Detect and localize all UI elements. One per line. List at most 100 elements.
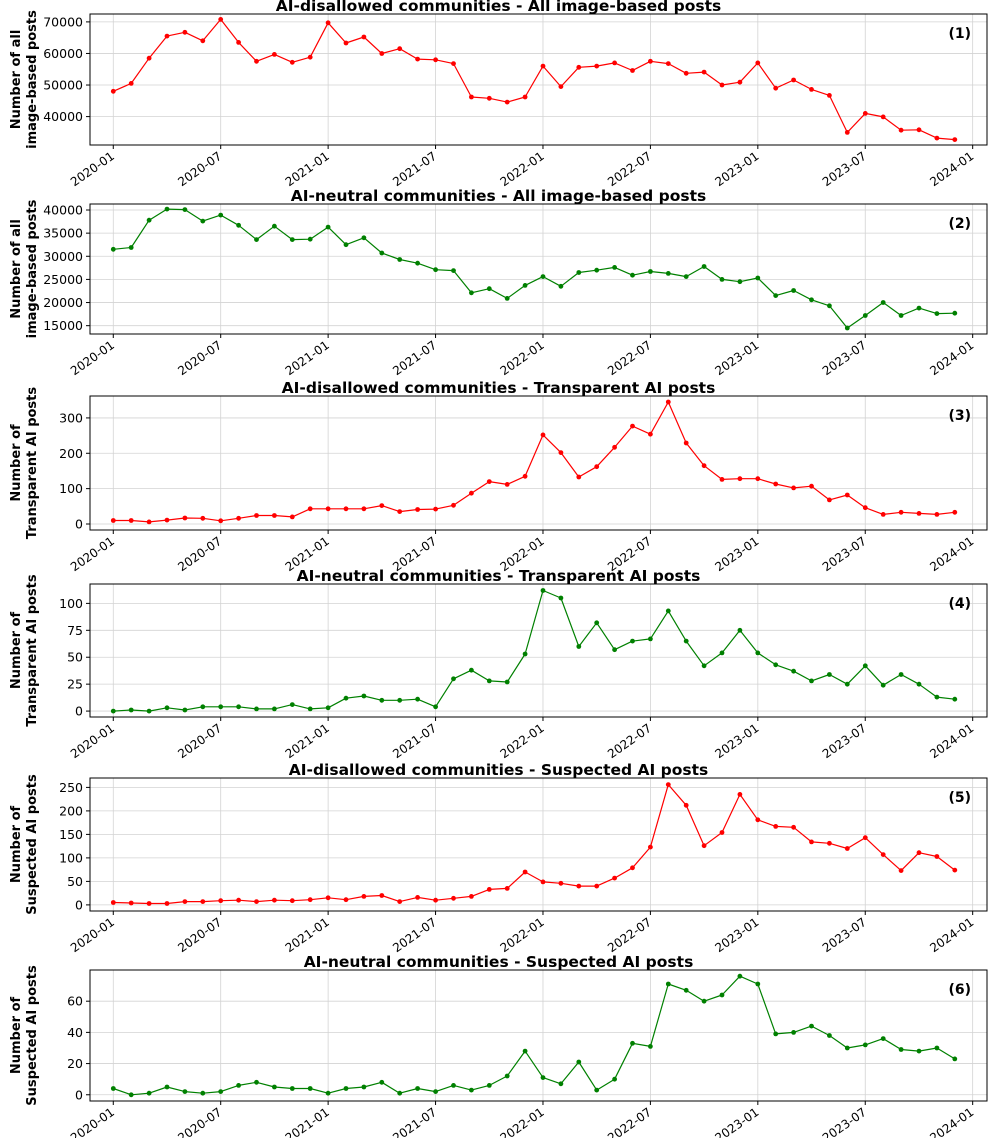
- data-point: [916, 127, 922, 133]
- data-point: [827, 497, 832, 503]
- y-tick-label: 0: [75, 897, 83, 912]
- data-point: [737, 627, 743, 633]
- y-tick-label: 50: [67, 874, 83, 889]
- data-point: [451, 268, 456, 273]
- data-point: [791, 1030, 796, 1035]
- data-point: [916, 305, 922, 311]
- data-point: [522, 651, 528, 657]
- data-point: [272, 706, 277, 712]
- y-axis-label-line: Suspected AI posts: [25, 965, 40, 1106]
- data-point: [146, 519, 152, 525]
- data-point: [361, 693, 367, 699]
- y-axis-label-line: image-based posts: [25, 199, 40, 338]
- x-tick-label: 2022-01: [498, 338, 547, 378]
- data-point: [182, 29, 188, 35]
- y-axis-label: Number of allimage-based posts: [9, 199, 40, 338]
- data-point: [540, 274, 546, 279]
- data-point: [469, 667, 474, 673]
- data-point: [289, 514, 295, 520]
- series-line: [113, 401, 955, 523]
- data-point: [862, 313, 868, 318]
- data-point: [200, 899, 206, 904]
- data-point: [182, 707, 188, 713]
- data-point: [200, 38, 206, 44]
- data-point: [844, 846, 850, 851]
- x-tick-label: 2023-07: [820, 338, 869, 378]
- x-tick-label: 2021-01: [283, 1105, 332, 1138]
- y-axis-label-line: Suspected AI posts: [25, 774, 40, 915]
- data-point: [558, 84, 564, 89]
- data-point: [701, 843, 707, 849]
- data-point: [343, 1086, 349, 1091]
- data-point: [504, 679, 510, 685]
- data-point: [415, 507, 420, 512]
- data-point: [254, 706, 259, 712]
- data-point: [612, 265, 617, 270]
- data-point: [110, 1086, 116, 1091]
- data-point: [128, 81, 134, 86]
- x-tick-label: 2021-07: [390, 915, 439, 955]
- data-point: [289, 237, 295, 243]
- data-point: [164, 517, 170, 523]
- data-point: [110, 708, 116, 714]
- y-tick-label: 0: [75, 516, 83, 531]
- data-point: [809, 87, 814, 92]
- y-axis-label: Number ofSuspected AI posts: [9, 774, 40, 915]
- data-point: [773, 662, 779, 668]
- x-tick-label: 2020-07: [175, 149, 224, 189]
- data-point: [934, 1045, 940, 1051]
- x-tick-label: 2021-07: [390, 149, 439, 189]
- y-axis-label-line: Number of: [9, 424, 24, 502]
- y-axis-label: Number of allimage-based posts: [9, 10, 40, 149]
- series-line: [113, 208, 955, 329]
- data-point: [648, 58, 653, 64]
- x-tick-label: 2021-07: [390, 338, 439, 378]
- data-point: [809, 1023, 814, 1029]
- y-axis-label-line: Number of: [9, 805, 24, 883]
- data-point: [218, 518, 224, 524]
- data-point: [379, 250, 385, 256]
- y-tick-label: 200: [59, 803, 83, 818]
- data-point: [254, 237, 259, 243]
- data-point: [182, 1089, 188, 1094]
- data-point: [379, 893, 385, 898]
- data-point: [630, 1040, 635, 1046]
- x-tick-label: 2023-07: [820, 721, 869, 761]
- data-point: [594, 883, 600, 889]
- data-point: [182, 515, 188, 521]
- data-point: [862, 505, 868, 511]
- y-tick-label: 20: [67, 1056, 83, 1071]
- y-tick-label: 35000: [43, 226, 83, 241]
- chart-panel-1: 40000 50000 60000 70000 2020-01 2020-07 2021-0…: [9, 0, 988, 189]
- data-point: [791, 485, 796, 491]
- y-tick-label: 100: [59, 596, 83, 611]
- data-point: [898, 313, 904, 318]
- data-point: [254, 899, 259, 904]
- data-point: [827, 1033, 832, 1038]
- data-point: [665, 782, 671, 787]
- y-tick-label: 150: [59, 827, 83, 842]
- data-point: [880, 512, 886, 517]
- x-tick-label: 2021-01: [283, 149, 332, 189]
- data-point: [325, 895, 331, 901]
- data-point: [773, 293, 779, 298]
- x-tick-label: 2020-01: [68, 721, 117, 761]
- data-point: [146, 217, 152, 223]
- data-point: [576, 883, 582, 889]
- chart-panel-4: 0 25 50 75 100 2020-01 2020-07 2021-01 2021-07 20…: [9, 567, 988, 761]
- data-point: [128, 1092, 134, 1098]
- data-point: [934, 854, 940, 859]
- x-tick-label: 2023-01: [712, 1105, 761, 1138]
- data-point: [128, 245, 134, 250]
- data-point: [504, 296, 510, 301]
- chart-title: AI-neutral communities - All image-based…: [291, 187, 707, 205]
- data-point: [146, 1090, 152, 1096]
- data-point: [701, 463, 707, 469]
- y-tick-label: 200: [59, 446, 83, 461]
- data-point: [522, 94, 528, 100]
- plot-frame: [89, 13, 988, 146]
- data-point: [307, 54, 313, 60]
- data-point: [898, 509, 904, 515]
- data-point: [110, 518, 116, 523]
- data-point: [952, 137, 958, 143]
